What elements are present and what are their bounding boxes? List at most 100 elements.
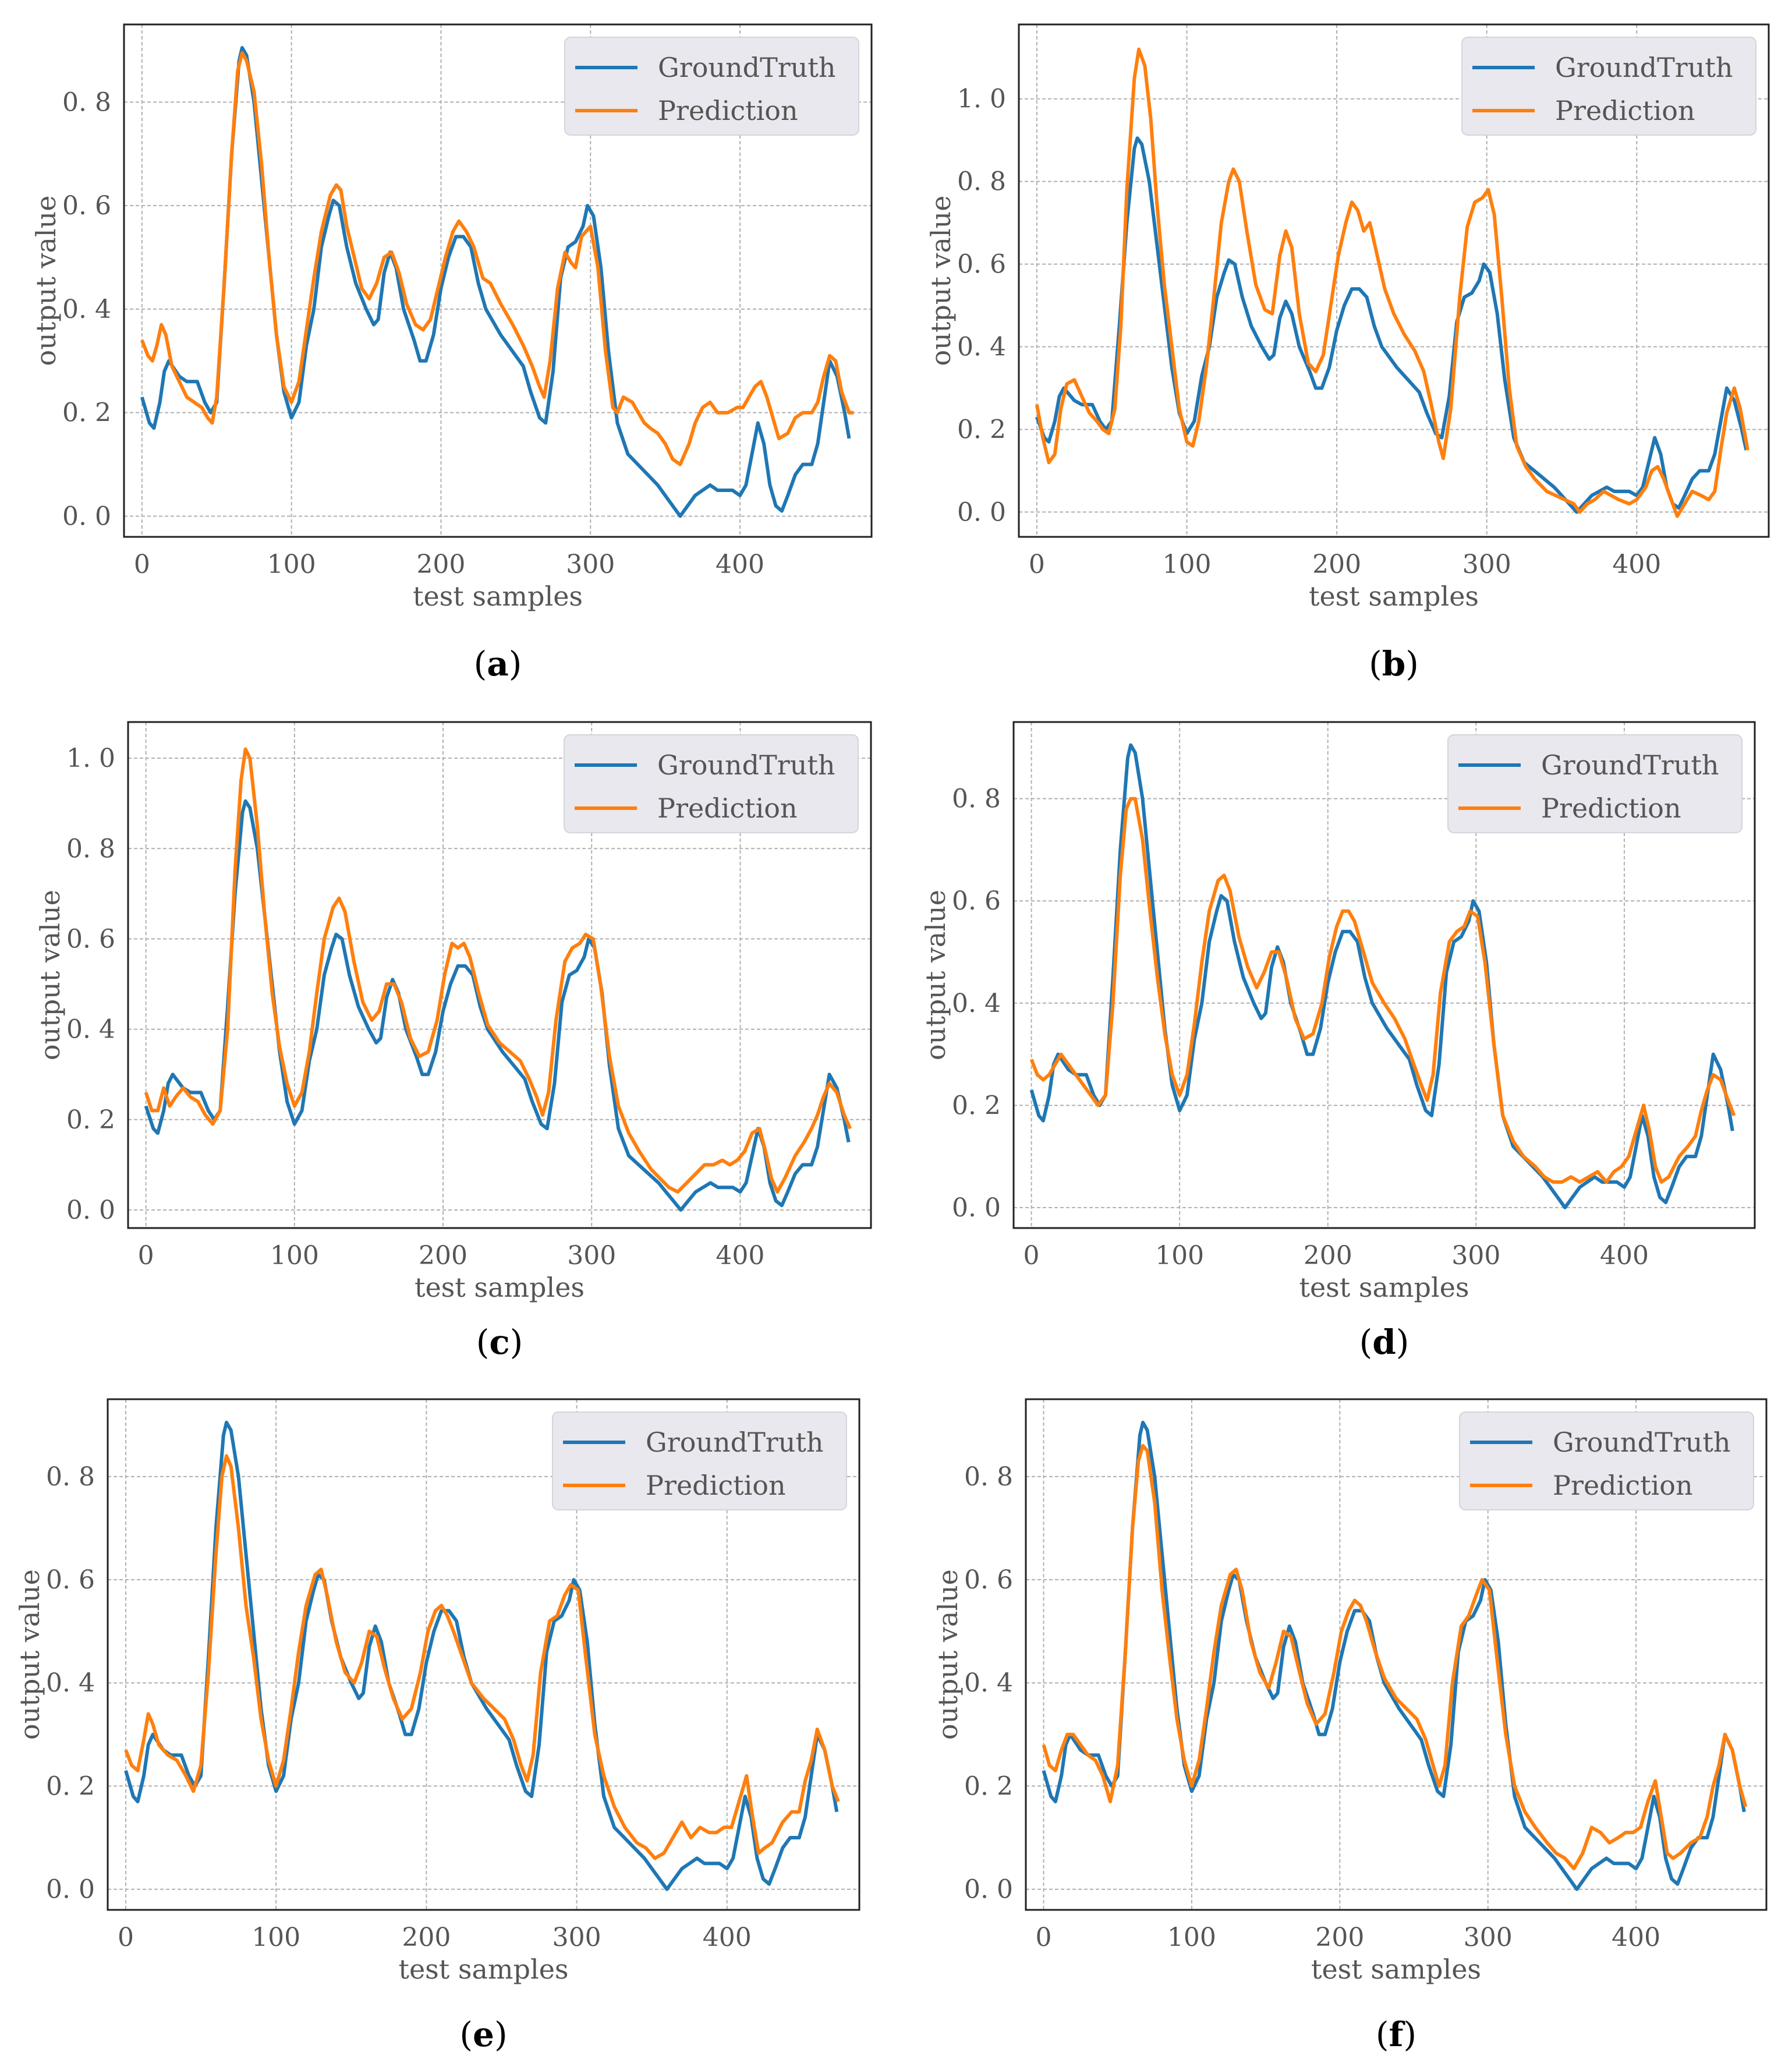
panel-label: (a) — [474, 644, 522, 684]
y-tick-label: 0. 0 — [46, 1875, 95, 1905]
y-tick-label: 0. 0 — [952, 1193, 1001, 1223]
y-tick-label: 0. 0 — [957, 497, 1006, 527]
x-tick-label: 0 — [1029, 550, 1045, 579]
y-axis-label: output value — [920, 890, 951, 1060]
legend-label: GroundTruth — [1555, 52, 1733, 83]
y-tick-label: 0. 2 — [957, 415, 1006, 444]
chart-panel-e: 0 100 200 300 400 0. 0 0. 2 0. 4 0. 6 0. 8 test sa… — [14, 1398, 860, 2054]
y-tick-label: 1. 0 — [957, 84, 1006, 114]
series-line-prediction — [1029, 797, 1736, 1184]
x-tick-label: 400 — [716, 550, 764, 579]
series-line-prediction — [144, 747, 852, 1194]
legend-label: GroundTruth — [646, 1427, 824, 1458]
x-tick-label: 100 — [1167, 1923, 1216, 1952]
legend-label: Prediction — [1555, 95, 1695, 126]
x-tick-label: 300 — [1464, 1923, 1513, 1952]
series-line-groundtruth — [1035, 136, 1748, 514]
x-tick-label: 300 — [1451, 1241, 1500, 1271]
legend-label: GroundTruth — [658, 52, 836, 83]
y-tick-label: 1. 0 — [66, 744, 115, 773]
x-tick-label: 0 — [118, 1923, 134, 1952]
y-tick-label: 0. 2 — [66, 1105, 115, 1135]
x-tick-label: 200 — [416, 550, 465, 579]
y-axis-label: output value — [30, 196, 62, 366]
legend-label: GroundTruth — [1553, 1427, 1731, 1458]
x-tick-label: 300 — [553, 1923, 601, 1952]
y-axis-label: output value — [932, 1569, 964, 1740]
x-tick-label: 400 — [703, 1923, 752, 1952]
y-tick-label: 0. 4 — [62, 295, 111, 324]
panel-label: (e) — [459, 2015, 507, 2054]
legend-label: Prediction — [1553, 1470, 1693, 1501]
y-tick-label: 0. 4 — [46, 1668, 95, 1698]
y-tick-label: 0. 0 — [62, 501, 111, 531]
x-tick-label: 300 — [1462, 550, 1511, 579]
y-tick-label: 0. 6 — [46, 1565, 95, 1595]
chart-panel-a: 0 100 200 300 400 0. 0 0. 2 0. 4 0. 6 0. 8 test sa… — [30, 23, 873, 684]
x-tick-label: 100 — [267, 550, 316, 579]
legend-label: Prediction — [1541, 792, 1681, 824]
series-line-prediction — [1042, 1443, 1748, 1871]
panel-label: (b) — [1369, 644, 1419, 684]
plot-frame — [1018, 23, 1770, 538]
legend-box — [564, 734, 859, 833]
chart-panel-b: 0 100 200 300 400 0. 0 0. 2 0. 4 0. 6 0. 8 1. 0 tes… — [925, 23, 1770, 684]
x-tick-label: 400 — [716, 1241, 764, 1271]
panel-label: (f) — [1376, 2015, 1416, 2054]
x-tick-label: 0 — [1024, 1241, 1040, 1271]
series-line-prediction — [124, 1454, 840, 1860]
chart-panel-d: 0 100 200 300 400 0. 0 0. 2 0. 4 0. 6 0. 8 test sa… — [920, 721, 1756, 1362]
series-line-prediction — [1035, 47, 1749, 518]
y-tick-label: 0. 2 — [46, 1771, 95, 1801]
legend-box — [552, 1411, 847, 1510]
series-line-groundtruth — [1029, 743, 1734, 1209]
legend-box — [1459, 1411, 1754, 1510]
y-tick-label: 0. 2 — [62, 398, 111, 428]
legend-box — [1447, 734, 1743, 833]
x-axis-label: test samples — [1299, 1272, 1469, 1303]
y-tick-label: 0. 6 — [66, 924, 115, 954]
y-tick-label: 0. 0 — [66, 1195, 115, 1225]
legend-label: GroundTruth — [657, 749, 835, 781]
y-tick-label: 0. 0 — [964, 1875, 1013, 1905]
y-tick-label: 0. 6 — [964, 1565, 1013, 1595]
x-tick-label: 100 — [252, 1923, 300, 1952]
y-tick-label: 0. 6 — [62, 191, 111, 221]
x-tick-label: 100 — [270, 1241, 319, 1271]
y-axis-label: output value — [14, 1569, 45, 1740]
y-tick-label: 0. 8 — [957, 167, 1006, 197]
x-tick-label: 0 — [138, 1241, 154, 1271]
y-tick-label: 0. 4 — [964, 1668, 1013, 1698]
chart-panel-f: 0 100 200 300 400 0. 0 0. 2 0. 4 0. 6 0. 8 test sa… — [932, 1398, 1768, 2054]
y-tick-label: 0. 4 — [952, 989, 1001, 1018]
y-tick-label: 0. 8 — [964, 1462, 1013, 1492]
legend-label: Prediction — [658, 95, 798, 126]
y-axis-label: output value — [34, 890, 66, 1060]
x-tick-label: 200 — [1304, 1241, 1352, 1271]
y-tick-label: 0. 8 — [62, 87, 111, 117]
x-tick-label: 200 — [1312, 550, 1361, 579]
plot-frame — [1025, 1398, 1768, 1911]
x-axis-label: test samples — [1309, 581, 1479, 612]
legend-label: Prediction — [657, 792, 798, 824]
x-tick-label: 400 — [1600, 1241, 1649, 1271]
x-tick-label: 400 — [1612, 550, 1661, 579]
y-tick-label: 0. 2 — [952, 1091, 1001, 1120]
x-tick-label: 300 — [566, 550, 615, 579]
legend-label: Prediction — [646, 1470, 786, 1501]
y-axis-label: output value — [925, 196, 957, 366]
legend-box — [1461, 37, 1756, 136]
x-tick-label: 400 — [1612, 1923, 1660, 1952]
y-tick-label: 0. 8 — [952, 784, 1001, 814]
x-tick-label: 200 — [1315, 1923, 1364, 1952]
y-tick-label: 0. 8 — [66, 834, 115, 864]
plot-frame — [123, 23, 873, 538]
panel-label: (c) — [476, 1322, 523, 1362]
series-line-groundtruth — [140, 46, 851, 518]
x-axis-label: test samples — [415, 1272, 585, 1303]
plot-frame — [1012, 721, 1756, 1229]
x-tick-label: 100 — [1155, 1241, 1204, 1271]
x-axis-label: test samples — [398, 1954, 568, 1985]
plot-frame — [107, 1398, 860, 1911]
